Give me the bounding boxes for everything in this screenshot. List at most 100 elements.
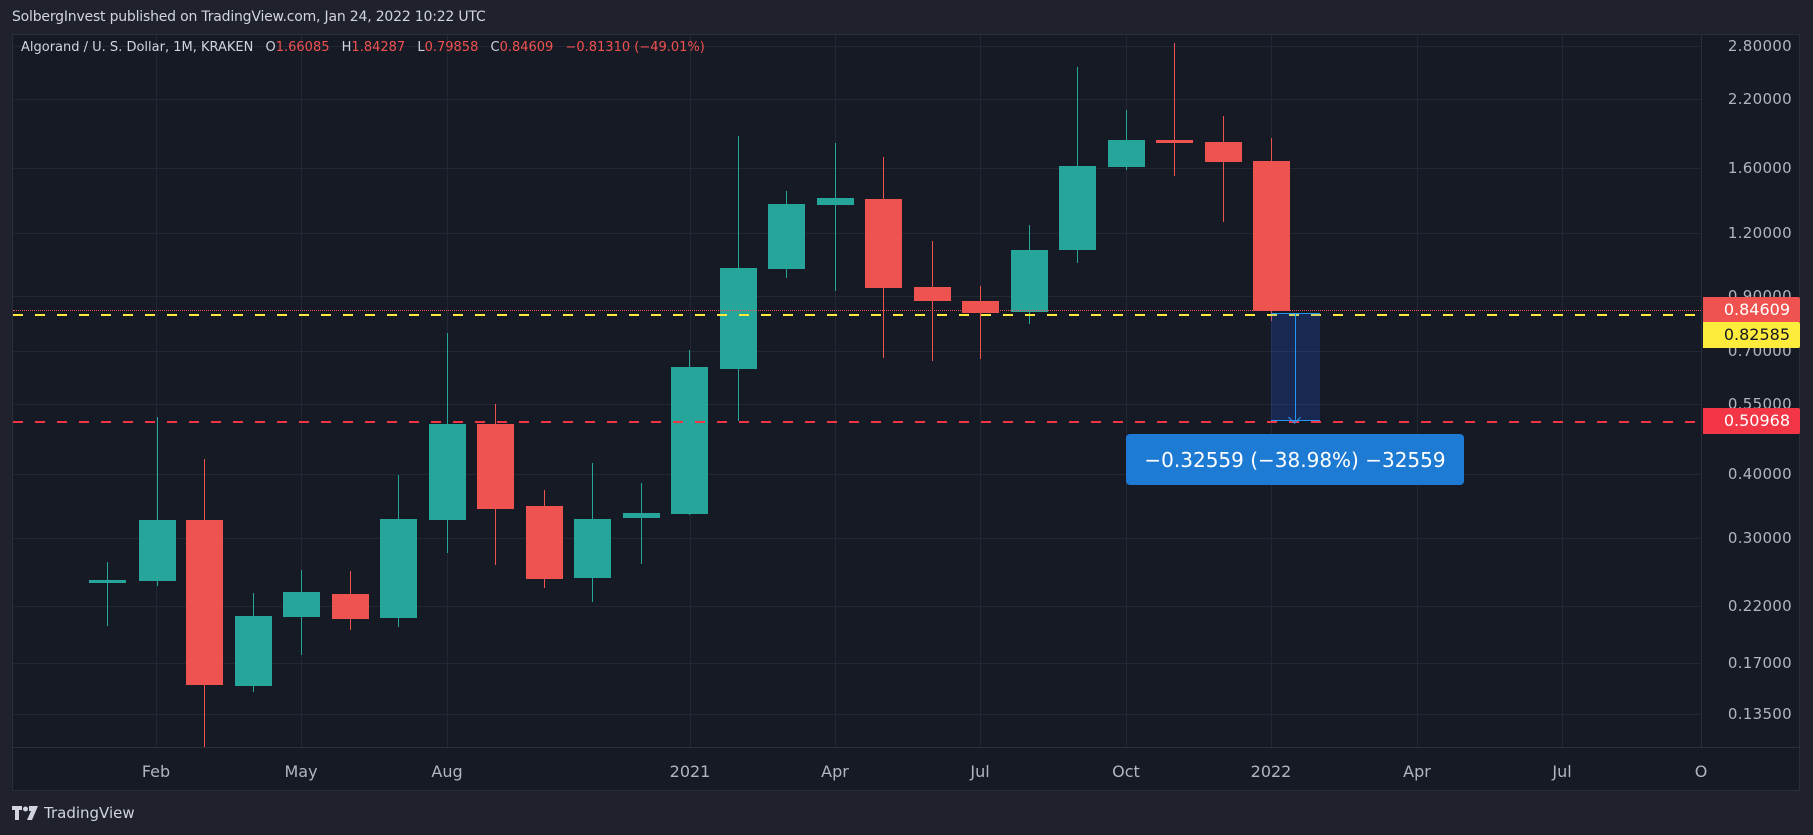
symbol-name: Algorand / U. S. Dollar, 1M, KRAKEN [21, 40, 254, 55]
candle-body[interactable] [1059, 166, 1096, 250]
candle-body[interactable] [574, 519, 611, 578]
price-tick-label: 1.60000 [1727, 159, 1792, 177]
candle-body[interactable] [1205, 142, 1242, 162]
candle-body[interactable] [186, 520, 223, 685]
candle-body[interactable] [477, 424, 514, 509]
footer-brand[interactable]: TradingView [12, 804, 135, 822]
price-tick-label: 0.17000 [1727, 654, 1792, 672]
chart-frame: −0.32559 (−38.98%) −32559 Algorand / U. … [12, 34, 1800, 791]
candle-body[interactable] [89, 580, 126, 583]
candle-body[interactable] [817, 198, 854, 205]
v-gridline [835, 35, 836, 747]
h-gridline [13, 663, 1701, 664]
price-tick-label: 0.13500 [1727, 705, 1792, 723]
yellow-level-tag: 0.82585 [1703, 322, 1800, 348]
time-tick-label: Apr [821, 762, 849, 781]
v-gridline [1271, 35, 1272, 747]
candle-wick [1077, 67, 1078, 263]
h-gridline [13, 46, 1701, 47]
red-level-line[interactable] [13, 421, 1701, 423]
low-value: 0.79858 [424, 40, 479, 55]
h-gridline [13, 404, 1701, 405]
measure-label: −0.32559 (−38.98%) −32559 [1126, 434, 1464, 485]
h-gridline [13, 99, 1701, 100]
close-label: C [490, 40, 500, 55]
chart-pane[interactable]: −0.32559 (−38.98%) −32559 Algorand / U. … [13, 35, 1701, 747]
h-gridline [13, 296, 1701, 297]
candle-body[interactable] [283, 592, 320, 617]
candle-wick [157, 417, 158, 586]
time-tick-label: O [1694, 762, 1708, 781]
time-axis[interactable]: Feb May Aug 2021 Apr Jul Oct 2022 Apr Jul O [13, 747, 1799, 791]
candle-body[interactable] [768, 204, 805, 269]
close-value: 0.84609 [499, 40, 554, 55]
time-tick-label: Apr [1403, 762, 1431, 781]
footer-brand-label: TradingView [44, 804, 135, 822]
time-tick-label: 2022 [1250, 762, 1292, 781]
high-label: H [341, 40, 352, 55]
candle-body[interactable] [1108, 140, 1145, 167]
h-gridline [13, 714, 1701, 715]
h-gridline [13, 538, 1701, 539]
candle-wick [641, 483, 642, 564]
time-tick-label: Feb [141, 762, 171, 781]
candle-body[interactable] [380, 519, 417, 618]
price-tick-label: 2.80000 [1727, 37, 1792, 55]
price-tick-label: 0.30000 [1727, 529, 1792, 547]
h-gridline [13, 606, 1701, 607]
candle-body[interactable] [235, 616, 272, 686]
time-tick-label: Aug [431, 762, 463, 781]
v-gridline [301, 35, 302, 747]
price-axis[interactable]: 0.13500 0.17000 0.22000 0.30000 0.40000 0.550… [1701, 35, 1800, 747]
candle-wick [1223, 116, 1224, 222]
candle-wick [1174, 43, 1175, 176]
h-gridline [13, 474, 1701, 475]
red-level-tag: 0.50968 [1703, 408, 1800, 434]
candle-body[interactable] [429, 424, 466, 520]
h-gridline [13, 233, 1701, 234]
v-gridline [156, 35, 157, 747]
price-tick-label: 0.22000 [1727, 597, 1792, 615]
v-gridline [1417, 35, 1418, 747]
open-label: O [265, 40, 276, 55]
yellow-level-line[interactable] [13, 314, 1701, 316]
high-value: 1.84287 [351, 40, 406, 55]
candle-body[interactable] [623, 513, 660, 518]
price-tick-label: 2.20000 [1727, 90, 1792, 108]
candle-wick [835, 143, 836, 291]
h-gridline [13, 168, 1701, 169]
time-tick-label: 2021 [669, 762, 711, 781]
candle-body[interactable] [914, 287, 951, 301]
candle-body[interactable] [1011, 250, 1048, 312]
candle-body[interactable] [1253, 161, 1290, 311]
price-tick-label: 0.40000 [1727, 465, 1792, 483]
tradingview-logo-icon [12, 806, 38, 820]
time-tick-label: Jul [1552, 762, 1572, 781]
last-price-tag: 0.84609 [1703, 297, 1800, 323]
candle-body[interactable] [332, 594, 369, 619]
candle-wick [107, 562, 108, 626]
open-value: 1.66085 [275, 40, 330, 55]
symbol-legend: Algorand / U. S. Dollar, 1M, KRAKEN O1.6… [21, 40, 705, 55]
candle-body[interactable] [526, 506, 563, 579]
v-gridline [1562, 35, 1563, 747]
candle-body[interactable] [962, 301, 999, 313]
candle-body[interactable] [1156, 140, 1193, 143]
candle-body[interactable] [720, 268, 757, 369]
time-tick-label: May [284, 762, 318, 781]
candle-wick [980, 286, 981, 359]
price-tick-label: 1.20000 [1727, 224, 1792, 242]
low-label: L [417, 40, 425, 55]
v-gridline [1126, 35, 1127, 747]
change-value: −0.81310 (−49.01%) [565, 40, 705, 55]
time-tick-label: Oct [1112, 762, 1140, 781]
v-gridline [980, 35, 981, 747]
candle-body[interactable] [671, 367, 708, 514]
measure-arrow-line [1295, 313, 1296, 421]
candle-body[interactable] [865, 199, 902, 288]
publish-info: SolbergInvest published on TradingView.c… [12, 9, 486, 25]
candle-body[interactable] [139, 520, 176, 581]
time-tick-label: Jul [970, 762, 990, 781]
candle-wick [932, 241, 933, 361]
last-price-line[interactable] [13, 310, 1701, 311]
